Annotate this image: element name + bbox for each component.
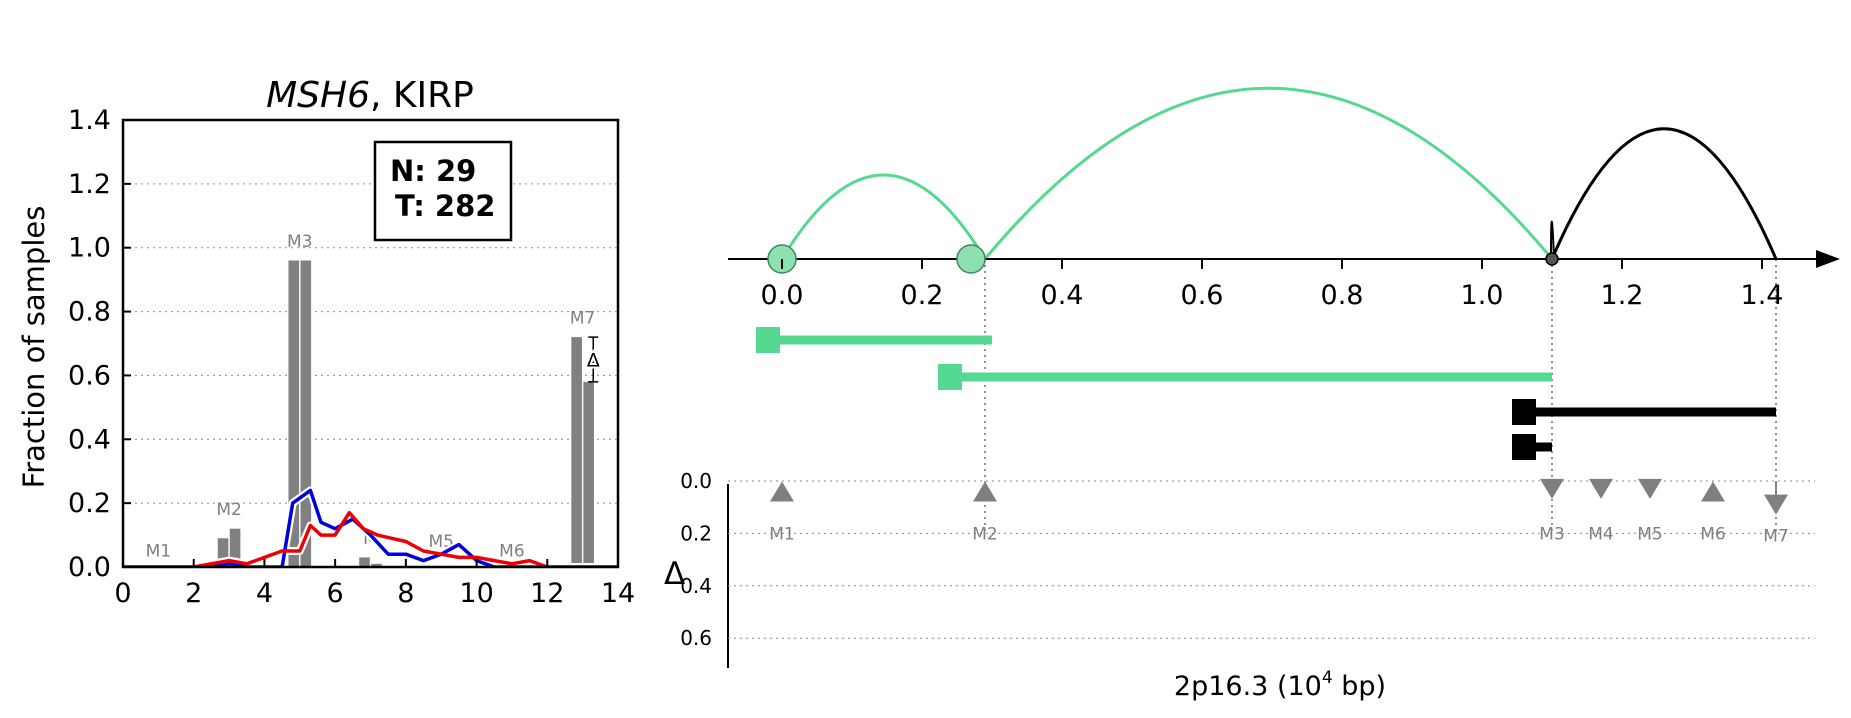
chart-title-cancer: , KIRP [370, 75, 474, 116]
marker-down-triangle [1638, 478, 1662, 499]
marker-down-triangle [1589, 478, 1613, 499]
transcript-start-box [1512, 399, 1536, 425]
marker-label: M5 [1637, 524, 1662, 544]
genome-axis-arrowhead [1816, 250, 1840, 268]
legend-frame [373, 140, 513, 242]
dotted-guide-lines [984, 259, 1777, 535]
x-tick-label: 0.6 [1181, 280, 1224, 311]
x-tick-label: 0.4 [1041, 280, 1084, 311]
delta-tick-label: 0.0 [680, 469, 712, 493]
junction-arc [1550, 127, 1778, 260]
bar [371, 563, 382, 567]
y-tick-label: 1.4 [68, 105, 111, 136]
junction-arc [983, 86, 1554, 260]
marker-down-triangle [1764, 494, 1788, 515]
x-tick-label: 1.2 [1601, 280, 1644, 311]
transcript-start-box [938, 364, 962, 390]
marker-label: M6 [1700, 524, 1725, 544]
bar [288, 260, 300, 567]
x-tick-label: 6 [327, 578, 344, 609]
delta-gridlines: 0.0 0.2 0.4 0.6 [680, 469, 1815, 650]
junction-loop [1550, 220, 1555, 260]
transcript-start-box [756, 327, 780, 353]
y-tick-label: 1.2 [68, 169, 111, 200]
x-tick-label: 0.0 [761, 280, 804, 311]
x-tick-label: 0 [114, 578, 131, 609]
delta-tick-label: 0.4 [680, 574, 712, 598]
marker-label: M4 [1588, 524, 1613, 544]
right-chart: 0.0 0.2 0.4 0.6 0.8 1.0 1.2 1.4 Δ 0.00.20.40.6 … [664, 86, 1840, 702]
x-tick-label: 1.0 [1461, 280, 1504, 311]
x-tick-label: 12 [530, 578, 564, 609]
bar [229, 528, 241, 567]
bar [359, 557, 370, 567]
y-tick-label: 0.2 [68, 488, 111, 519]
marker-label: M1 [769, 524, 794, 544]
genome-axis-label-end: bp) [1333, 671, 1386, 702]
bar-label: M7 [570, 309, 595, 329]
marker-triangles: M1 M2 M3 M4 M5 M6 M7 [769, 478, 1789, 547]
left-gridlines [123, 183, 618, 504]
genome-axis-ticks: 0.0 0.2 0.4 0.6 0.8 1.0 1.2 1.4 [761, 259, 1784, 311]
marker-label: M7 [1763, 527, 1788, 547]
x-tick-label: 1.4 [1741, 280, 1784, 311]
y-tick-label: 0.6 [68, 360, 111, 391]
bar [217, 538, 229, 567]
bar-label: M3 [287, 232, 312, 252]
x-tick-label: 14 [601, 578, 635, 609]
x-tick-label: 2 [185, 578, 202, 609]
legend-tumor-count: T: 282 [395, 189, 495, 223]
chart-title: MSH6, KIRP [266, 75, 474, 116]
y-tick-label: 0.0 [68, 552, 111, 583]
bar-label: M2 [216, 500, 241, 520]
junction-arcs [780, 86, 1778, 260]
junction-node [1545, 252, 1559, 266]
junction-arc [780, 173, 987, 260]
y-tick-label: 1.0 [68, 233, 111, 264]
genome-axis-label-exponent: 4 [1322, 668, 1333, 688]
genome-axis-label: 2p16.3 (104 bp) [1174, 668, 1386, 702]
junction-node [956, 244, 986, 274]
left-bars [217, 260, 594, 567]
bar [583, 381, 594, 567]
delta-tick-label: 0.6 [680, 626, 712, 650]
y-tick-label: 0.8 [68, 297, 111, 328]
bar [300, 260, 312, 567]
marker-up-triangle [1701, 481, 1725, 502]
marker-label: M2 [972, 524, 997, 544]
x-tick-label: 0.8 [1321, 280, 1364, 311]
bar-label: M6 [499, 542, 524, 562]
junction-nodes [767, 244, 1559, 274]
bar-label: M1 [146, 542, 171, 562]
left-axis-ticks: 0.0 0.2 0.4 0.6 0.8 1.0 1.2 1.4 0 2 4 6 8 10 12 14 [68, 105, 635, 609]
left-series-lines [123, 486, 618, 567]
marker-label: M3 [1539, 524, 1564, 544]
marker-down-triangle [1540, 478, 1564, 499]
plot-frame [121, 118, 620, 569]
y-axis-label: Fraction of samples [17, 206, 51, 489]
delta-tick-label: 0.2 [680, 521, 712, 545]
x-tick-label: 0.2 [901, 280, 944, 311]
marker-up-triangle [770, 481, 794, 502]
transcript-start-box [1512, 434, 1536, 460]
transcript-segments [756, 327, 1776, 460]
chart-title-gene: MSH6 [266, 75, 370, 116]
bar [571, 337, 582, 567]
x-tick-label: 4 [256, 578, 273, 609]
x-tick-label: 8 [397, 578, 414, 609]
genome-axis-label-main: 2p16.3 (10 [1174, 671, 1322, 702]
delta-symbol: Δ [587, 349, 600, 371]
marker-up-triangle [973, 481, 997, 502]
legend-box: N: 29 T: 282 [373, 140, 513, 242]
delta-marker: Δ [585, 336, 602, 383]
y-tick-label: 0.4 [68, 424, 111, 455]
delta-axis-label: Δ [664, 556, 685, 592]
x-tick-label: 10 [459, 578, 493, 609]
series-line [123, 510, 618, 567]
legend-normal-count: N: 29 [390, 154, 476, 188]
